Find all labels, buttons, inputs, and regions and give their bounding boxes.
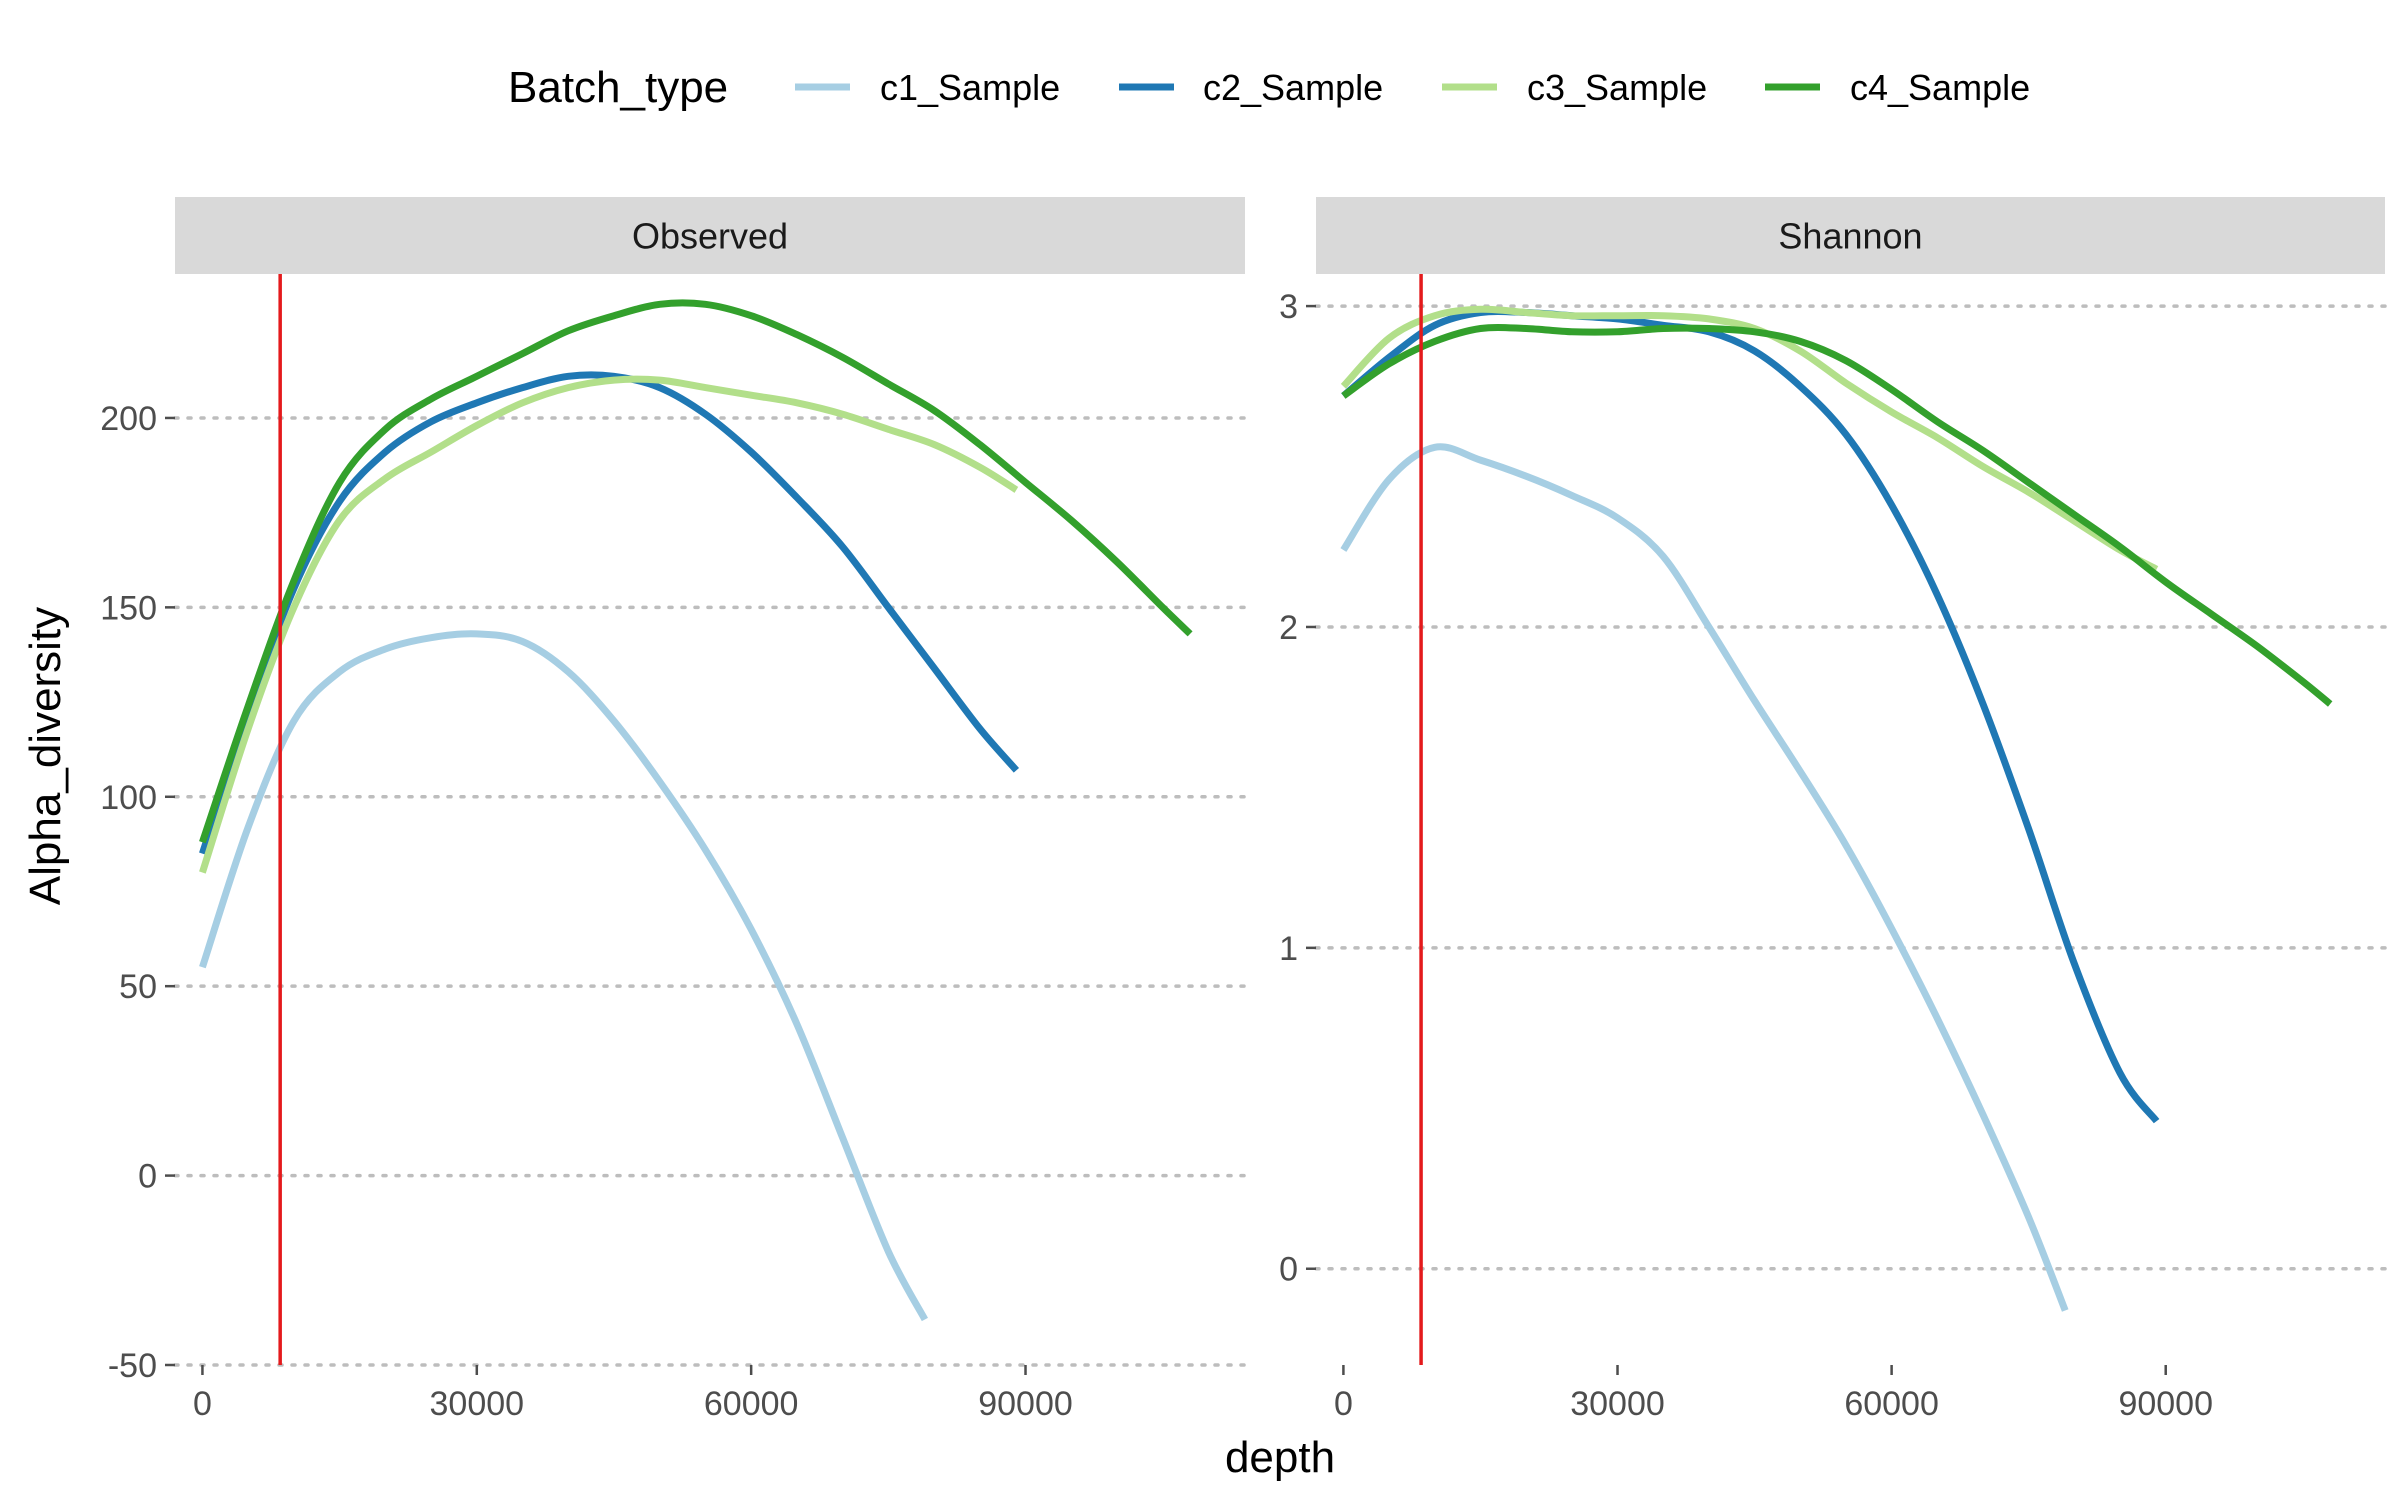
legend-label-c1_Sample: c1_Sample xyxy=(880,67,1060,108)
y-axis-title: Alpha_diversity xyxy=(21,607,70,905)
legend-item-c3_Sample[interactable]: c3_Sample xyxy=(1442,67,1707,108)
series-line-c2_Sample-shannon xyxy=(1341,307,2160,1124)
series-line-c4_Sample-observed xyxy=(199,299,1193,844)
y-tick-label: 0 xyxy=(1279,1251,1298,1289)
y-tick-label: 2 xyxy=(1279,609,1298,647)
series-line-c4_Sample-shannon xyxy=(1341,323,2333,707)
x-tick-label: 60000 xyxy=(704,1385,799,1423)
legend-label-c3_Sample: c3_Sample xyxy=(1527,67,1707,108)
x-axis-title: depth xyxy=(1225,1433,1335,1482)
x-tick-label: 60000 xyxy=(1844,1385,1939,1423)
series-line-c1_Sample-observed xyxy=(199,630,928,1322)
legend-item-c4_Sample[interactable]: c4_Sample xyxy=(1765,67,2030,108)
y-tick-label: 200 xyxy=(100,400,157,438)
legend-item-c1_Sample[interactable]: c1_Sample xyxy=(795,67,1060,108)
panel-shannon: Shannon 0 1 2 3 0 30000 60000 90000 xyxy=(1279,197,2387,1423)
y-tick-label: 1 xyxy=(1279,930,1298,968)
x-tick-label: 90000 xyxy=(2118,1385,2213,1423)
x-tick-label: 90000 xyxy=(978,1385,1073,1423)
y-tick-label: -50 xyxy=(108,1347,157,1385)
strip-label-shannon: Shannon xyxy=(1778,216,1922,257)
x-tick-label: 0 xyxy=(193,1385,212,1423)
strip-shannon xyxy=(1316,197,2385,274)
x-tick-label: 30000 xyxy=(430,1385,525,1423)
legend-title: Batch_type xyxy=(508,63,728,112)
x-tick-label: 30000 xyxy=(1570,1385,1665,1423)
panel-observed: Observed -50 0 50 100 150 200 0 30000 60000 90000 xyxy=(100,197,1247,1423)
legend-label-c2_Sample: c2_Sample xyxy=(1203,67,1383,108)
strip-observed xyxy=(175,197,1245,274)
y-tick-label: 150 xyxy=(100,589,157,627)
series-line-c2_Sample-observed xyxy=(199,371,1020,855)
x-tick-label: 0 xyxy=(1334,1385,1353,1423)
series-line-c1_Sample-shannon xyxy=(1340,443,2069,1312)
legend-item-c2_Sample[interactable]: c2_Sample xyxy=(1119,67,1383,108)
legend: Batch_type c1_Sample c2_Sample c3_Sample c4… xyxy=(508,63,2030,112)
series-line-c3_Sample-observed xyxy=(199,375,1019,874)
y-tick-label: 3 xyxy=(1279,288,1298,326)
y-tick-label: 100 xyxy=(100,779,157,817)
y-tick-label: 0 xyxy=(138,1158,157,1196)
y-tick-label: 50 xyxy=(119,968,157,1006)
legend-label-c4_Sample: c4_Sample xyxy=(1850,67,2030,108)
strip-label-observed: Observed xyxy=(632,216,788,257)
